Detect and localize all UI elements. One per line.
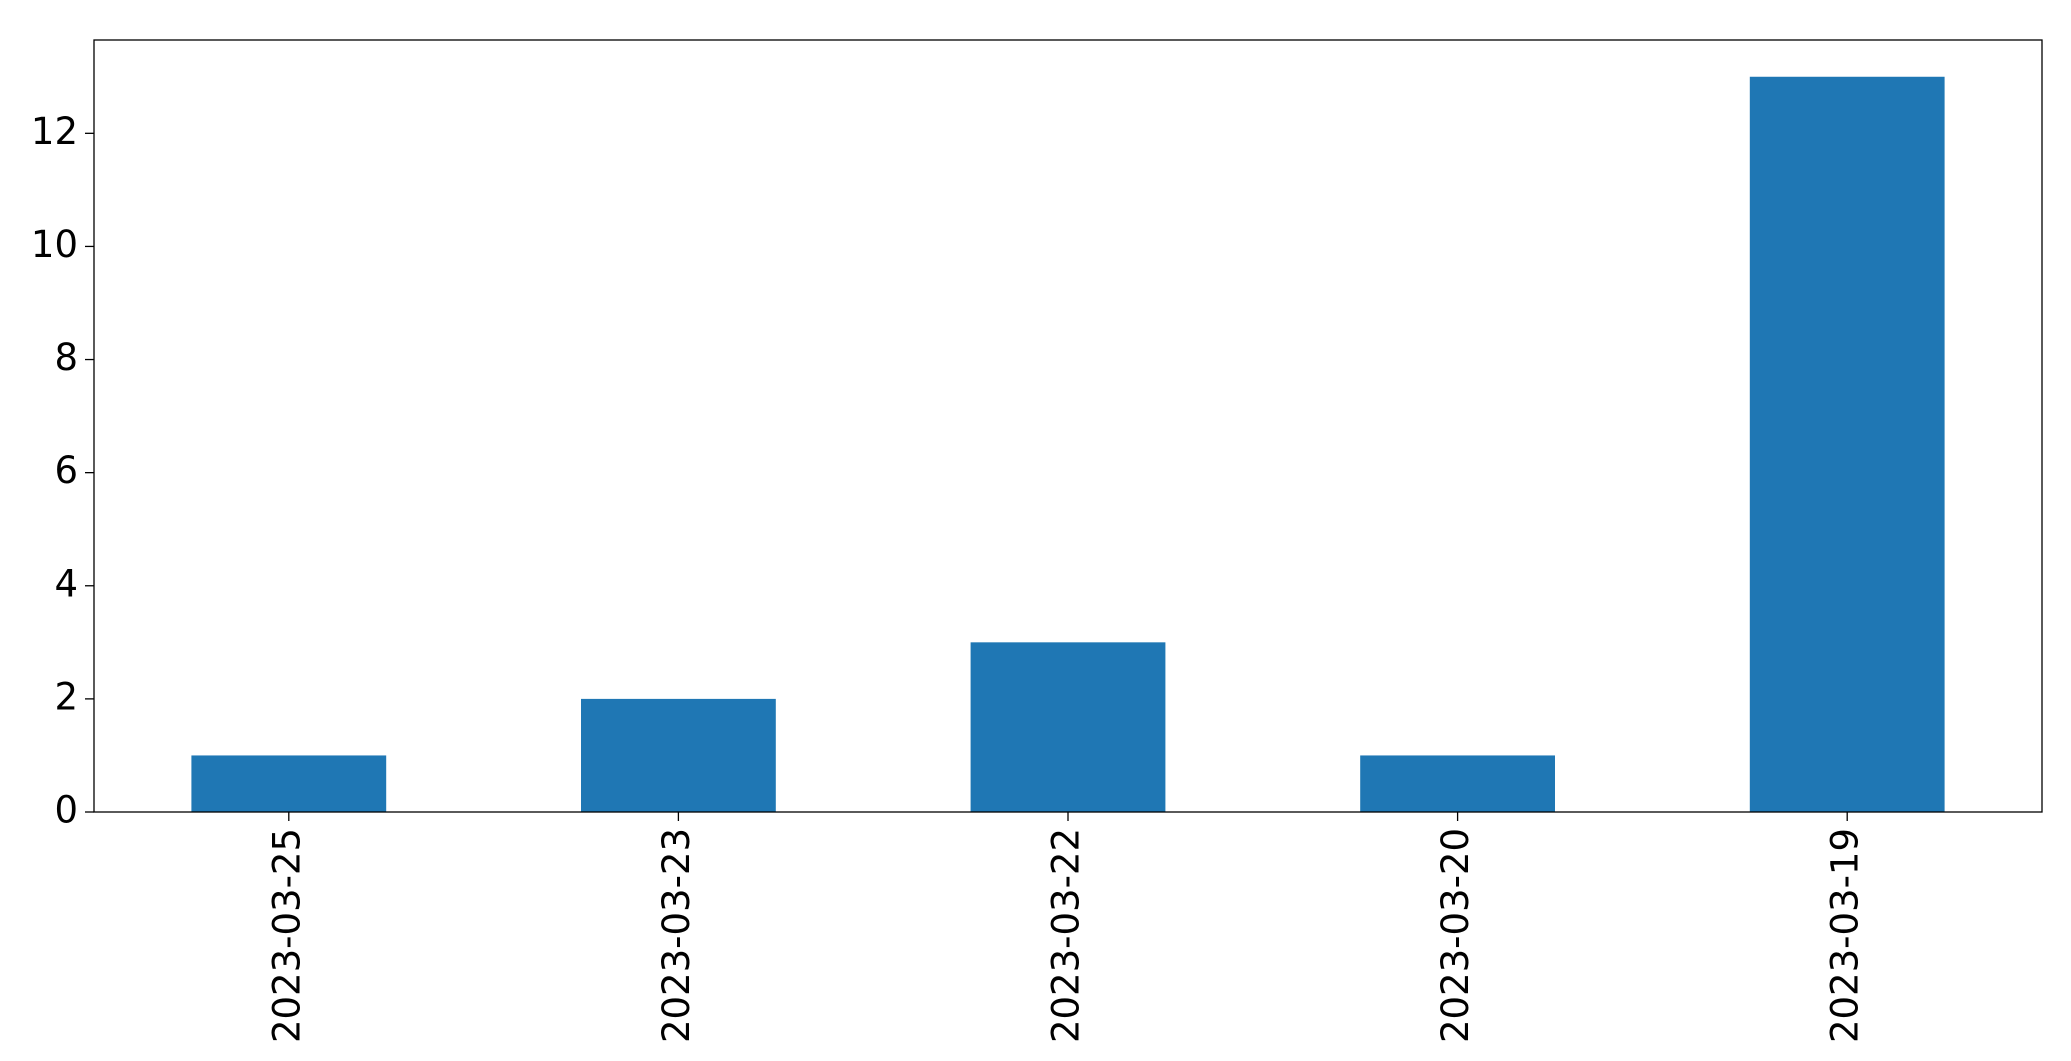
x-tick-label: 2023-03-20 bbox=[1434, 828, 1477, 1043]
bar bbox=[581, 698, 776, 812]
y-tick-label: 12 bbox=[31, 110, 78, 153]
y-tick-label: 10 bbox=[31, 223, 78, 266]
x-tick-label: 2023-03-19 bbox=[1824, 828, 1867, 1043]
y-tick-label: 6 bbox=[54, 449, 78, 492]
bar bbox=[1749, 76, 1945, 812]
y-tick-label: 0 bbox=[54, 789, 78, 832]
plot-frame bbox=[93, 39, 2043, 813]
bar bbox=[191, 755, 387, 812]
x-tick-label: 2023-03-22 bbox=[1045, 828, 1088, 1043]
x-tick-label: 2023-03-23 bbox=[655, 828, 698, 1043]
y-tick-label: 2 bbox=[54, 675, 78, 718]
bar bbox=[1360, 755, 1555, 812]
y-tick-label: 4 bbox=[54, 562, 78, 605]
y-tick-label: 8 bbox=[54, 336, 78, 379]
x-tick-label: 2023-03-25 bbox=[265, 828, 308, 1043]
bar bbox=[970, 642, 1166, 812]
